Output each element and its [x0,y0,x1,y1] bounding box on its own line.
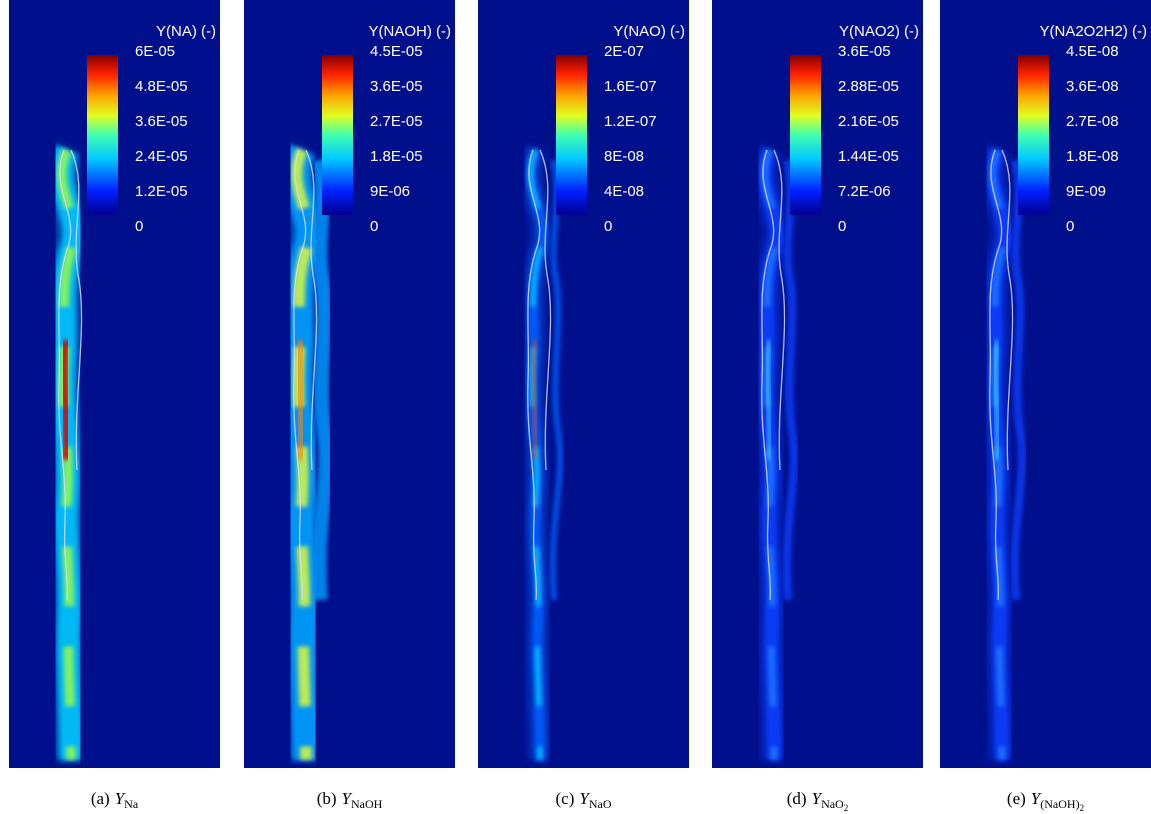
colorbar-title: Y(NAO) (-) [613,23,685,40]
colorbar-tick-label: 1.44E-05 [838,148,899,165]
colorbar-tick-label: 2.16E-05 [838,113,899,130]
colorbar-tick-label: 0 [838,218,846,235]
colorbar-title: Y(NA2O2H2) (-) [1039,23,1147,40]
caption-label: (d) [787,789,807,808]
colorbar-tick-label: 4.8E-05 [135,78,188,95]
colorbar-tick-label: 6E-05 [135,43,175,60]
caption-subsubscript: 2 [1080,803,1085,813]
plume-core [995,340,997,460]
colorbar-title: Y(NA) (-) [156,23,216,40]
colorbar-tick-label: 2.7E-08 [1066,113,1119,130]
colorbar-tick-label: 1.8E-05 [370,148,423,165]
colorbar-tick-label: 3.6E-08 [1066,78,1119,95]
caption-label: (a) [91,789,110,808]
caption: (c)YNaO [555,789,611,811]
caption-subsubscript: 2 [844,803,849,813]
plume-core [64,340,66,460]
colorbar-tick-label: 2.88E-05 [838,78,899,95]
caption-subscript: NaO [589,797,612,811]
colorbar-tick-label: 9E-06 [370,183,410,200]
caption-label: (b) [317,789,337,808]
caption-subscript: NaOH [351,797,383,811]
colorbar-tick-label: 4.5E-08 [1066,43,1119,60]
caption-subscript: Na [124,797,139,811]
colorbar [1018,55,1049,215]
colorbar-tick-label: 9E-09 [1066,183,1106,200]
colorbar [790,55,821,215]
colorbar-tick-label: 0 [1066,218,1074,235]
panel: Y(NAO2) (-) 3.6E-05 2.88E-05 2.16E-05 1.44E-… [712,0,923,768]
panel: Y(NAOH) (-) 4.5E-05 3.6E-05 2.7E-05 1.8E-05 9… [244,0,455,768]
colorbar-tick-label: 0 [370,218,378,235]
colorbar-tick-label: 0 [604,218,612,235]
colorbar-tick-label: 0 [135,218,143,235]
colorbar-tick-label: 4E-08 [604,183,644,200]
caption: (e)Y(NaOH)2 [1007,789,1084,813]
colorbar-tick-label: 1.6E-07 [604,78,657,95]
colorbar-title: Y(NAO2) (-) [839,23,919,40]
plume-branch [319,160,326,600]
figure: Y(NA) (-) 6E-05 4.8E-05 3.6E-05 2.4E-05 1.2E-… [0,0,1151,814]
colorbar-title: Y(NAOH) (-) [369,23,452,40]
colorbar-tick-label: 3.6E-05 [838,43,891,60]
colorbar [556,55,587,215]
colorbar-tick-label: 2E-07 [604,43,644,60]
caption-label: (c) [555,789,574,808]
panel: Y(NA2O2H2) (-) 4.5E-08 3.6E-08 2.7E-08 1.8E-… [940,0,1151,768]
caption: (d)YNaO2 [787,789,848,813]
colorbar [87,55,118,215]
colorbar-tick-label: 1.8E-08 [1066,148,1119,165]
colorbar-tick-label: 4.5E-05 [370,43,423,60]
colorbar-tick-label: 7.2E-06 [838,183,891,200]
caption: (b)YNaOH [317,789,383,811]
caption-label: (e) [1007,789,1026,808]
colorbar-tick-label: 3.6E-05 [135,113,188,130]
colorbar-tick-label: 2.7E-05 [370,113,423,130]
colorbar-tick-label: 2.4E-05 [135,148,188,165]
panel: Y(NA) (-) 6E-05 4.8E-05 3.6E-05 2.4E-05 1.2E-… [9,0,220,768]
colorbar-tick-label: 1.2E-07 [604,113,657,130]
colorbar-tick-label: 3.6E-05 [370,78,423,95]
colorbar-tick-label: 1.2E-05 [135,183,188,200]
caption: (a)YNa [91,789,139,811]
plume-core [533,340,535,460]
plume-core [299,340,301,460]
colorbar [322,55,353,215]
caption-subscript: NaO [821,797,844,811]
caption-subscript: (NaOH) [1040,797,1079,811]
plume-core [767,340,769,460]
panel: Y(NAO) (-) 2E-07 1.6E-07 1.2E-07 8E-08 4E-08 0 [478,0,689,768]
colorbar-tick-label: 8E-08 [604,148,644,165]
